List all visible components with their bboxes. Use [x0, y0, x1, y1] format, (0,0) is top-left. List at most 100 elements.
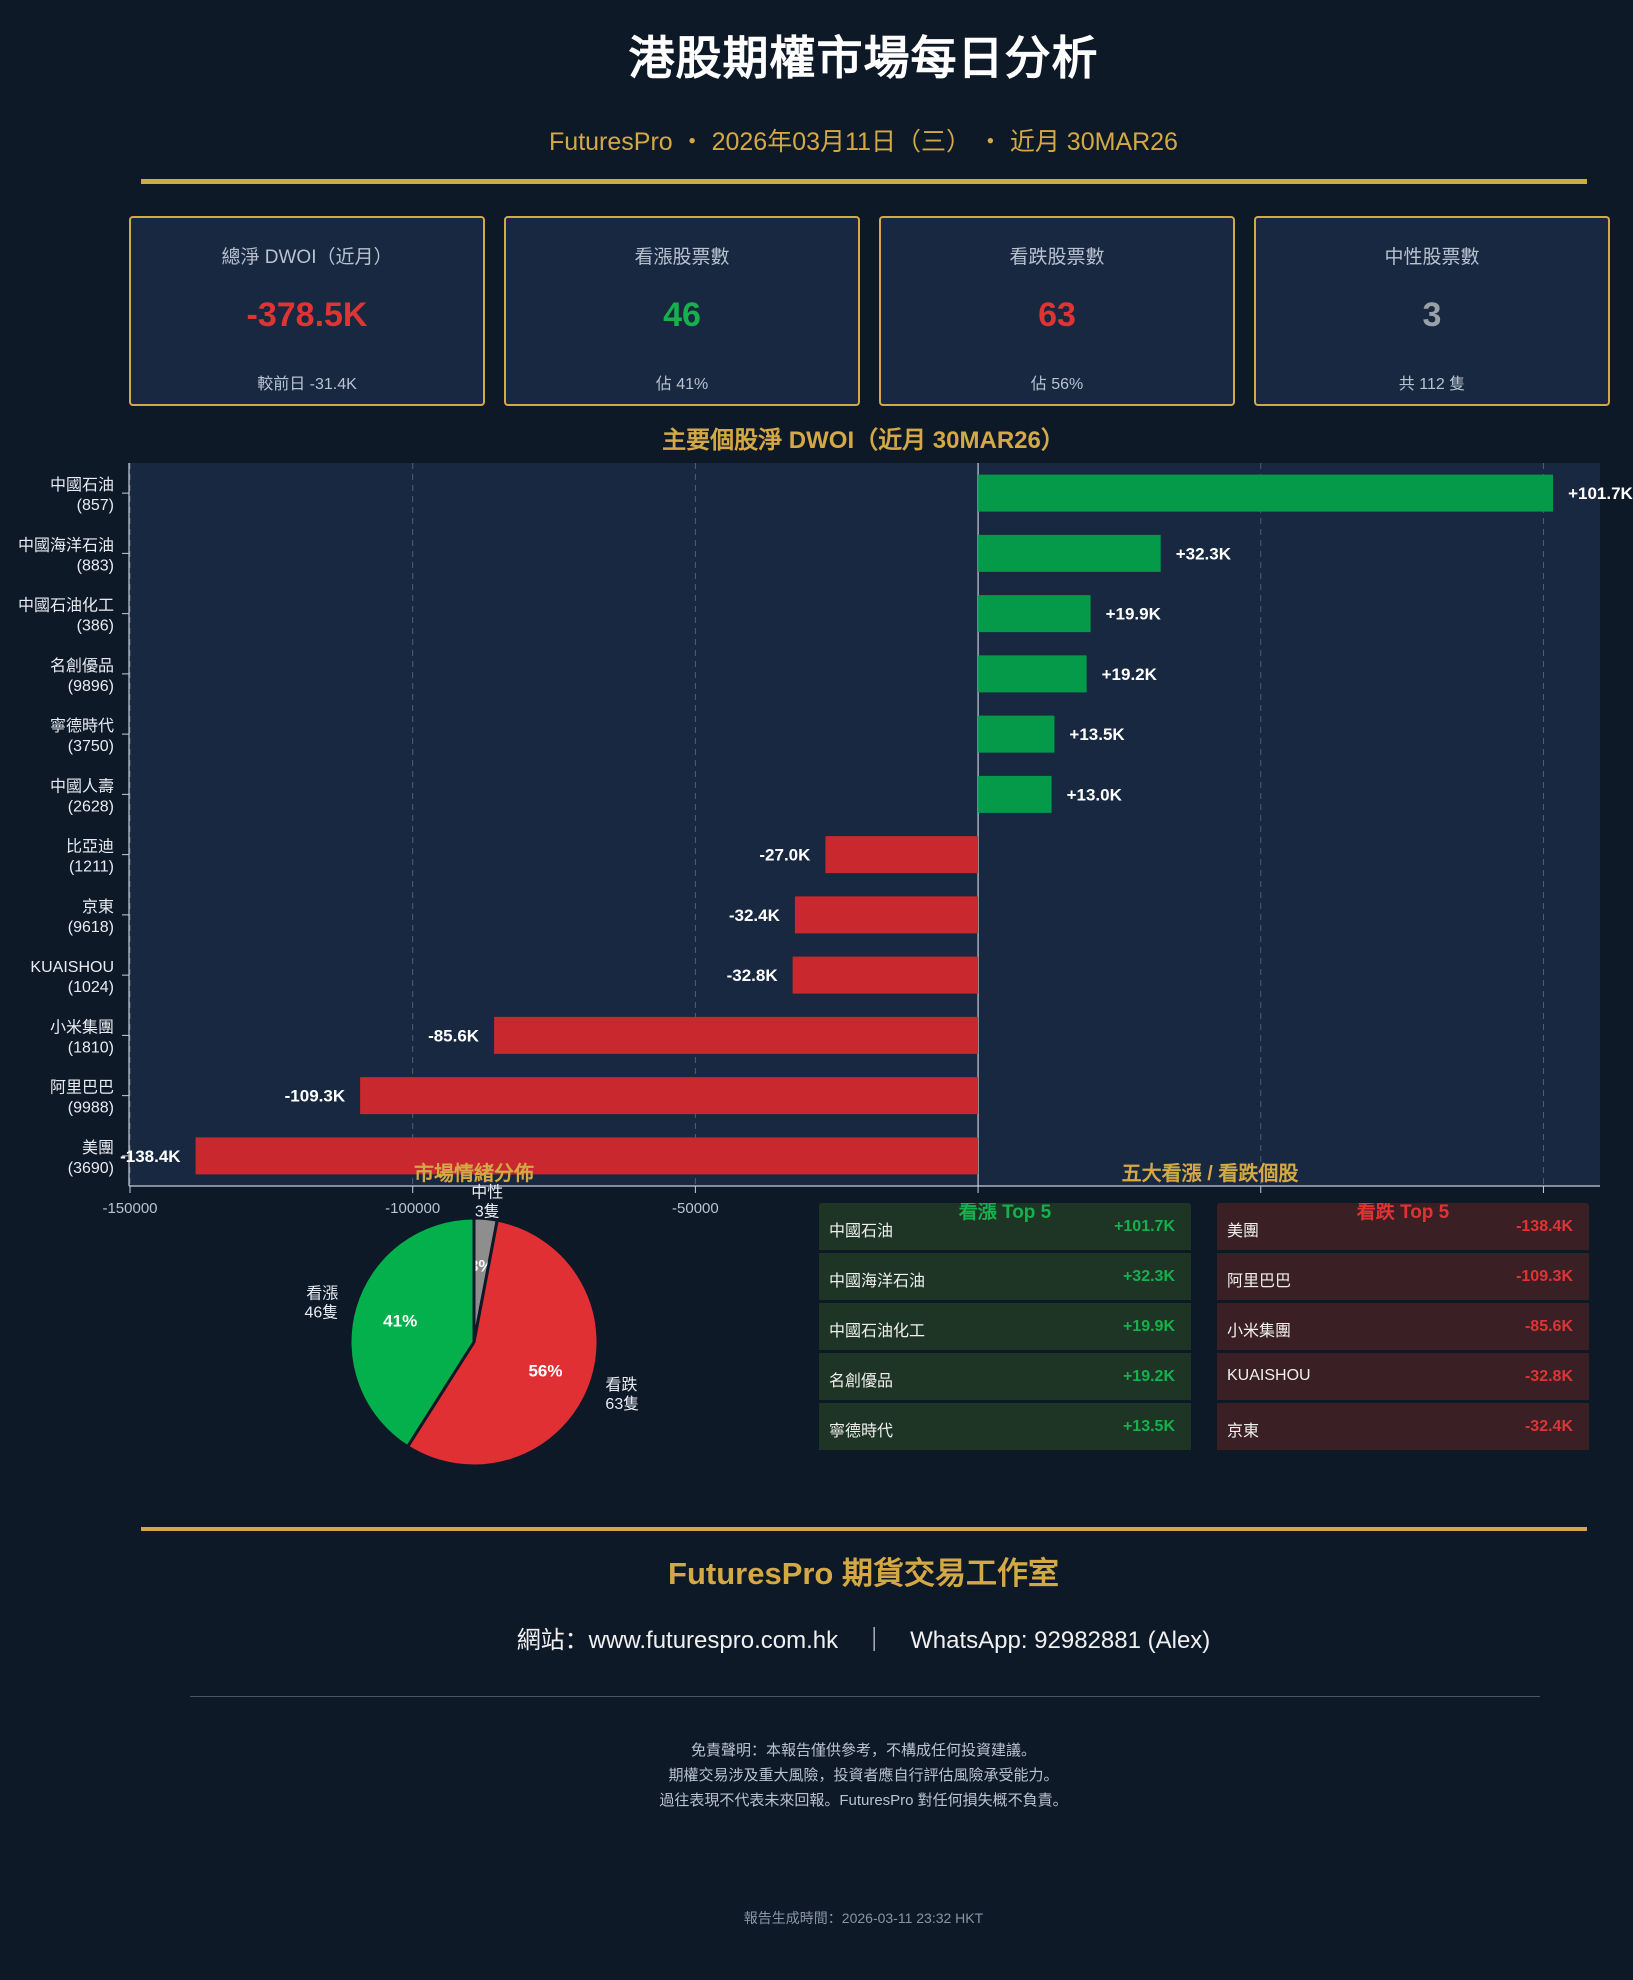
bar-data-label: -85.6K [428, 1026, 480, 1045]
y-tick-label-code: (1024) [68, 979, 114, 996]
y-tick-label-code: (857) [77, 497, 114, 514]
pie-outer-label: 看跌 63隻 [605, 1376, 639, 1413]
y-tick-label-name: 中國石油化工 [18, 597, 114, 615]
page-subtitle: FuturesPro ・ 2026年03月11日（三） ・ 近月 30MAR26 [549, 128, 1178, 156]
y-tick-label-name: 中國海洋石油 [18, 536, 114, 554]
row-stock-name: 京東 [1227, 1423, 1260, 1440]
table-row: 美團 -138.4K [1217, 1203, 1589, 1253]
card-label: 看漲股票數 [634, 247, 730, 268]
card-sub: 佔 56% [1030, 376, 1084, 393]
plot-area [129, 463, 1600, 1186]
bear-top5-table: 美團 -138.4K 阿里巴巴 -109.3K 小米集團 -85.6K KUAISHOU -3… [1217, 1203, 1589, 1453]
row-stock-name: 小米集團 [1227, 1323, 1292, 1340]
bar [978, 534, 1161, 572]
dwoi-bar-chart: -150000-100000-50000050000100000淨 DWOI（近… [18, 463, 1633, 1243]
y-tick-label-code: (2628) [68, 798, 114, 815]
row-dwoi-value: +101.7K [1114, 1218, 1175, 1235]
table-row: 阿里巴巴 -109.3K [1217, 1253, 1589, 1303]
bar [195, 1137, 979, 1175]
bar [494, 1016, 979, 1054]
bar-data-label: +101.7K [1568, 484, 1633, 503]
row-stock-name: 中國石油 [829, 1223, 894, 1240]
footer-thin-divider [190, 1696, 1540, 1697]
card-value: -378.5K [246, 296, 368, 334]
table-row: KUAISHOU -32.8K [1217, 1353, 1589, 1403]
pie-slice [348, 1216, 476, 1449]
pie-outer-label: 中性 3隻 [471, 1183, 503, 1220]
pie-pct-label: 56% [528, 1361, 562, 1380]
y-tick-label-code: (3690) [68, 1160, 114, 1177]
x-tick-label: -150000 [102, 1200, 157, 1217]
row-stock-name: 中國石油化工 [829, 1323, 926, 1340]
pie-chart-title: 市場情緒分佈 [414, 1163, 534, 1185]
y-tick-label-code: (883) [77, 557, 114, 574]
bar [360, 1077, 979, 1115]
summary-card-neutral: 中性股票數 3 共 112 隻 [1254, 216, 1610, 406]
footer-divider [141, 1527, 1587, 1531]
footer-brand: FuturesPro 期貨交易工作室 [668, 1556, 1059, 1591]
bar-data-label: -109.3K [285, 1087, 346, 1106]
x-tick-label: -100000 [385, 1200, 440, 1217]
card-label: 中性股票數 [1384, 247, 1480, 268]
table-row: 中國石油化工 +19.9K [819, 1303, 1191, 1353]
y-tick-label-name: KUAISHOU [30, 959, 114, 976]
row-dwoi-value: -85.6K [1524, 1318, 1573, 1335]
y-tick-label-code: (9618) [68, 919, 114, 936]
footer-contact[interactable]: 網站：www.futurespro.com.hk ｜ WhatsApp: 929… [516, 1627, 1211, 1654]
y-tick-label-code: (386) [77, 618, 114, 635]
bar-data-label: -27.0K [759, 846, 811, 865]
y-tick-label-code: (9896) [68, 678, 114, 695]
y-tick-label-code: (3750) [68, 738, 114, 755]
bar-data-label: -138.4K [120, 1147, 181, 1166]
row-dwoi-value: -32.4K [1524, 1418, 1573, 1435]
bar [825, 836, 979, 874]
y-tick-label-name: 中國人壽 [50, 777, 114, 795]
header-divider [141, 179, 1587, 184]
card-label: 總淨 DWOI（近月） [221, 247, 393, 268]
row-dwoi-value: -138.4K [1516, 1218, 1573, 1235]
card-label: 看跌股票數 [1009, 247, 1105, 268]
table-row: 京東 -32.4K [1217, 1403, 1589, 1453]
top5-title: 五大看漲 / 看跌個股 [1121, 1163, 1299, 1185]
bar [792, 956, 979, 994]
summary-card-bearish: 看跌股票數 63 佔 56% [879, 216, 1235, 406]
generated-time: 報告生成時間：2026-03-11 23:32 HKT [743, 1910, 984, 1926]
table-row: 中國石油 +101.7K [819, 1203, 1191, 1253]
disclaimer: 免責聲明：本報告僅供參考，不構成任何投資建議。 期權交易涉及重大風險，投資者應自… [0, 1738, 1633, 1813]
table-row: 小米集團 -85.6K [1217, 1303, 1589, 1353]
row-stock-name: KUAISHOU [1227, 1367, 1311, 1384]
page-title: 港股期權市場每日分析 [628, 32, 1099, 84]
row-stock-name: 中國海洋石油 [829, 1273, 926, 1290]
row-dwoi-value: +32.3K [1122, 1268, 1175, 1285]
y-tick-label-name: 小米集團 [50, 1018, 114, 1036]
summary-card-bullish: 看漲股票數 46 佔 41% [504, 216, 860, 406]
y-tick-label-name: 比亞迪 [66, 838, 114, 856]
disclaimer-line: 期權交易涉及重大風險，投資者應自行評估風險承受能力。 [668, 1767, 1059, 1784]
bar [978, 595, 1091, 633]
bar [978, 655, 1087, 693]
bar [794, 896, 979, 934]
y-tick-label-name: 美團 [82, 1139, 114, 1157]
row-dwoi-value: +19.2K [1122, 1368, 1175, 1385]
card-value: 46 [663, 296, 701, 334]
table-row: 寧德時代 +13.5K [819, 1403, 1191, 1453]
bar-data-label: -32.8K [727, 966, 779, 985]
row-stock-name: 名創優品 [829, 1373, 894, 1390]
bar-data-label: +32.3K [1176, 544, 1232, 563]
row-stock-name: 阿里巴巴 [1227, 1273, 1292, 1290]
disclaimer-line: 過往表現不代表未來回報。FuturesPro 對任何損失概不負責。 [659, 1792, 1068, 1809]
row-dwoi-value: +19.9K [1122, 1318, 1175, 1335]
row-stock-name: 寧德時代 [829, 1423, 894, 1440]
y-tick-label-name: 阿里巴巴 [50, 1079, 114, 1097]
table-row: 名創優品 +19.2K [819, 1353, 1191, 1403]
row-dwoi-value: +13.5K [1122, 1418, 1175, 1435]
bar [978, 775, 1052, 813]
y-tick-label-name: 中國石油 [50, 476, 114, 494]
bar-data-label: -32.4K [729, 906, 781, 925]
bar-data-label: +13.0K [1067, 785, 1123, 804]
bar [978, 474, 1554, 512]
summary-card-total-dwoi: 總淨 DWOI（近月） -378.5K 較前日 -31.4K [129, 216, 485, 406]
y-tick-label-name: 寧德時代 [50, 717, 114, 735]
bar [978, 715, 1055, 753]
